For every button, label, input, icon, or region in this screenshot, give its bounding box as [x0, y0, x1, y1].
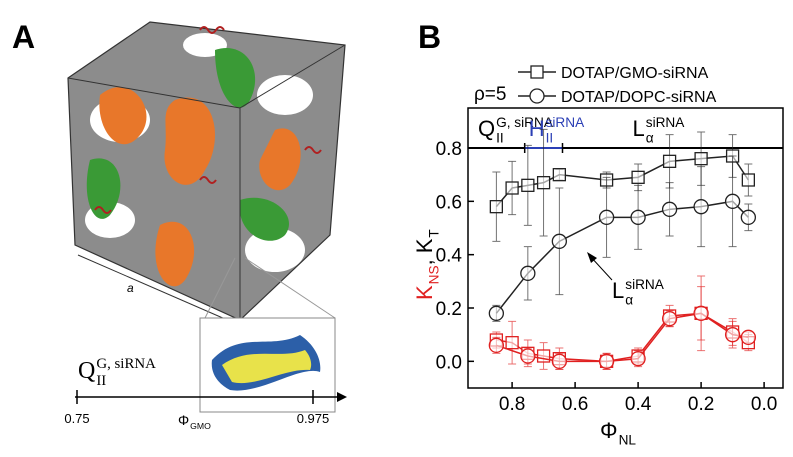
green-channel [86, 158, 121, 219]
axis-end-label: 0.975 [297, 411, 330, 426]
data-point [520, 265, 536, 281]
cube-hole [257, 75, 313, 115]
superscript: G, siRNA [96, 356, 156, 372]
symbol: K [412, 238, 437, 253]
x-tick-label: 0.6 [562, 394, 588, 415]
y-tick-label: 0.4 [436, 246, 463, 267]
legend-symbol [530, 65, 544, 79]
data-point [662, 154, 677, 168]
subscript: NS [427, 265, 442, 284]
data-point [536, 176, 551, 190]
y-axis-label: KNS,KT [412, 229, 442, 300]
y-tick-label: 0.6 [436, 192, 462, 213]
cube-hole [245, 228, 305, 272]
orange-channel [155, 221, 195, 287]
superscript: G, siRNA [496, 115, 554, 130]
data-point [693, 199, 709, 215]
symbol: H [529, 116, 545, 141]
y-tick-label: 0.2 [436, 299, 462, 320]
symbol: Φ [178, 412, 189, 428]
data-point [661, 201, 678, 217]
annotation: ρ=5 [474, 84, 506, 105]
orange-channel [259, 128, 301, 191]
data-point [551, 233, 567, 249]
x-tick-label: 0.2 [688, 394, 714, 415]
data-point [552, 168, 566, 182]
subscript: α [646, 131, 654, 146]
x-tick-label: 0.4 [625, 394, 652, 415]
cube-edge [67, 77, 241, 109]
panel-label: A [12, 19, 35, 55]
data-point [630, 209, 646, 225]
annotation-arrow-head [587, 252, 597, 263]
symbol: K [412, 285, 437, 300]
superscript: siRNA [646, 115, 686, 130]
data-point [551, 353, 567, 369]
orange-channel [99, 87, 147, 145]
green-channel [239, 197, 289, 241]
data-point [740, 329, 756, 345]
sirna-helix [94, 26, 322, 214]
axis-start-label: 0.75 [64, 411, 89, 426]
inset-pointer [244, 257, 336, 319]
symbol: Q [478, 116, 495, 141]
symbol: L [633, 116, 645, 141]
data-point [520, 348, 536, 364]
data-point [488, 305, 505, 321]
data-point [630, 351, 646, 367]
y-tick-label: 0.8 [436, 139, 462, 160]
legend-label: DOTAP/DOPC-siRNA [561, 89, 717, 106]
inset-pointer [204, 257, 236, 319]
subscript: T [427, 229, 442, 238]
subscript: II [496, 131, 504, 146]
x-tick-label: 0.8 [499, 394, 525, 415]
data-point [598, 209, 615, 225]
data-point [694, 152, 708, 166]
green-channel [215, 48, 256, 108]
data-point [741, 173, 755, 187]
orange-channel [164, 97, 215, 185]
data-point [661, 311, 678, 327]
data-point [724, 327, 741, 343]
legend-marker [530, 65, 544, 79]
panel-label: B [418, 19, 441, 55]
data-point [489, 200, 504, 214]
bilayer-saddle [222, 350, 312, 384]
cube-illustration [67, 21, 613, 413]
x-tick-label: 0.0 [751, 394, 777, 415]
superscript: siRNA [546, 115, 586, 130]
subscript: II [546, 131, 554, 146]
plot-frame [467, 107, 784, 389]
superscript: siRNA [625, 277, 665, 292]
data-point [631, 170, 645, 184]
symbol: L [612, 278, 624, 303]
axis-arrow [337, 392, 347, 402]
data-point [598, 353, 615, 369]
data-point [505, 336, 519, 350]
lattice-label: a [127, 281, 134, 295]
subscript: GMO [190, 421, 211, 431]
data-point [505, 181, 519, 195]
data-point [693, 305, 709, 321]
symbol: Φ [600, 418, 618, 443]
separator: , [412, 259, 437, 265]
y-tick-label: 0.0 [436, 352, 462, 373]
legend-marker [529, 88, 545, 104]
data-point [488, 337, 505, 353]
data-point [521, 178, 535, 192]
cube-edge [239, 44, 346, 109]
subscript: NL [619, 433, 637, 448]
legend-label: DOTAP/GMO-siRNA [561, 65, 709, 82]
legend-symbol [529, 88, 545, 104]
subscript: α [625, 293, 633, 308]
symbol: Q [78, 358, 95, 384]
dimension-line [77, 254, 233, 323]
subscript: II [96, 373, 106, 389]
data-point [724, 193, 741, 209]
data-point [536, 349, 551, 363]
data-point [740, 209, 756, 225]
